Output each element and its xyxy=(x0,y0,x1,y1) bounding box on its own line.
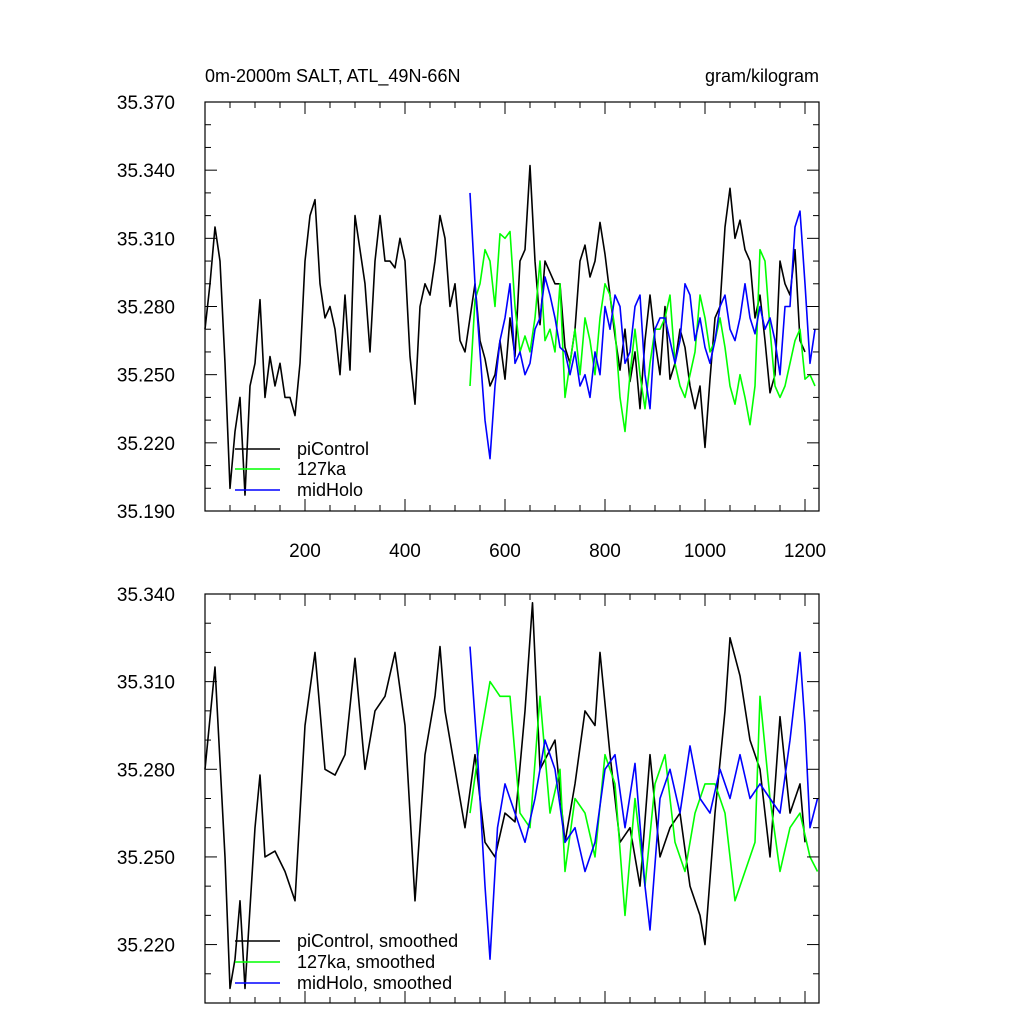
legend-label: midHolo xyxy=(297,480,363,500)
x-tick-label: 800 xyxy=(589,541,621,562)
x-tick-label: 600 xyxy=(489,541,521,562)
x-tick-label: 400 xyxy=(389,541,421,562)
legend-label: 127ka, smoothed xyxy=(297,952,435,972)
series-line-picontrol-smoothed xyxy=(204,602,806,990)
x-tick-label: 1000 xyxy=(684,541,726,562)
y-tick-label: 35.250 xyxy=(117,366,175,387)
y-tick-label: 35.280 xyxy=(117,760,175,781)
legend-label: piControl, smoothed xyxy=(297,931,458,951)
series-line-midholo xyxy=(469,192,816,460)
legend-label: piControl xyxy=(297,439,369,459)
y-tick-label: 35.310 xyxy=(117,673,175,694)
y-tick-label: 35.220 xyxy=(117,434,175,455)
y-tick-label: 35.340 xyxy=(117,585,175,606)
series-line-picontrol xyxy=(204,164,806,496)
y-tick-label: 35.280 xyxy=(117,298,175,319)
y-tick-label: 35.370 xyxy=(117,93,175,114)
legend-label: 127ka xyxy=(297,459,347,479)
legend-label: midHolo, smoothed xyxy=(297,973,452,993)
units-label: gram/kilogram xyxy=(705,66,819,86)
series-line-midholo-smoothed xyxy=(469,646,819,960)
x-tick-label: 1200 xyxy=(784,541,826,562)
y-tick-label: 35.310 xyxy=(117,229,175,250)
y-tick-label: 35.340 xyxy=(117,161,175,182)
x-tick-label: 200 xyxy=(289,541,321,562)
chart-title: 0m-2000m SALT, ATL_49N-66N xyxy=(205,66,460,87)
y-tick-label: 35.220 xyxy=(117,936,175,957)
y-tick-label: 35.250 xyxy=(117,848,175,869)
y-tick-label: 35.190 xyxy=(117,502,175,523)
